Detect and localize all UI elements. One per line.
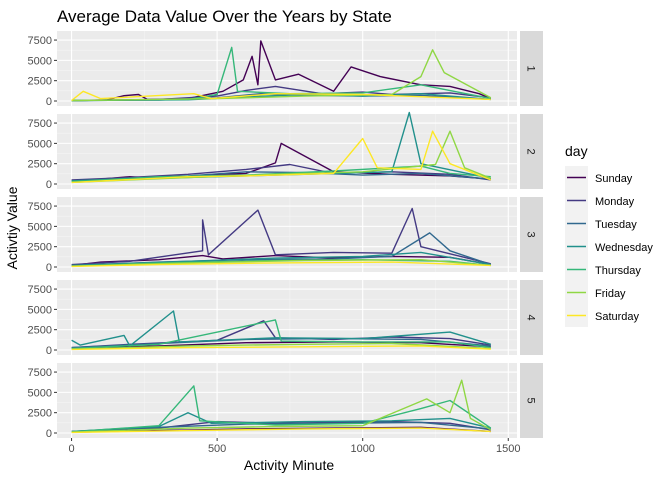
panel-1: 0 2500 5000 7500 1: [28, 31, 543, 108]
legend-item-saturday: Saturday: [565, 304, 640, 327]
y-tick-label: 0: [46, 96, 52, 108]
series-line-friday: [71, 259, 491, 267]
series-line-sunday: [71, 40, 492, 102]
legend-item-tuesday: Tuesday: [565, 212, 637, 235]
panels: 0 2500 5000 7500 1 0 2500 5000 7500 2 0 2500 5000 750…: [28, 31, 543, 440]
x-axis: 0 500 1000 1500: [68, 438, 521, 455]
y-tick-label: 2500: [28, 242, 52, 254]
x-tick-label: 1000: [350, 443, 374, 455]
series-line-wednesday: [71, 251, 491, 267]
series-line-sunday: [71, 341, 491, 350]
series-line-thursday: [71, 46, 491, 102]
y-tick-label: 5000: [28, 55, 52, 67]
facet-strip-label: 2: [525, 148, 537, 154]
legend-label: Tuesday: [595, 219, 637, 231]
series-line-thursday: [71, 385, 492, 433]
facet-strip-label: 3: [525, 231, 537, 237]
legend-label: Monday: [595, 196, 635, 208]
panel-5: 0 2500 5000 7500 5: [28, 363, 543, 440]
y-tick-label: 5000: [28, 387, 52, 399]
series-line-monday: [71, 163, 491, 181]
y-tick-label: 2500: [28, 325, 52, 337]
legend-item-wednesday: Wednesday: [565, 235, 653, 258]
y-tick-label: 5000: [28, 221, 52, 233]
facet-strip: [520, 114, 543, 189]
x-axis-label: Activity Minute: [244, 457, 334, 473]
legend-item-monday: Monday: [565, 189, 635, 212]
y-tick-label: 0: [46, 179, 52, 191]
y-tick-label: 7500: [28, 201, 52, 213]
chart-title: Average Data Value Over the Years by Sta…: [57, 7, 392, 26]
y-tick-label: 2500: [28, 408, 52, 420]
panel-background: [57, 363, 517, 438]
legend: day Sunday Monday Tuesday Wednesday Thursday F…: [565, 143, 653, 327]
panel-3: 0 2500 5000 7500 3: [28, 197, 543, 274]
series-line-monday: [71, 207, 491, 266]
legend-label: Thursday: [595, 265, 641, 277]
y-tick-label: 2500: [28, 76, 52, 88]
y-tick-label: 5000: [28, 138, 52, 150]
series-line-wednesday: [71, 412, 491, 433]
y-tick-label: 7500: [28, 367, 52, 379]
y-tick-label: 7500: [28, 35, 52, 47]
legend-item-sunday: Sunday: [565, 166, 633, 189]
facet-strip-label: 5: [525, 397, 537, 403]
y-tick-label: 7500: [28, 284, 52, 296]
facet-strip: [520, 31, 543, 106]
legend-label: Saturday: [595, 311, 640, 323]
facet-strip: [520, 280, 543, 355]
legend-title: day: [565, 143, 588, 159]
series-line-friday: [71, 379, 492, 433]
series-line-tuesday: [71, 337, 491, 349]
series-line-saturday: [71, 90, 491, 102]
series-line-friday: [71, 49, 492, 102]
series-line-saturday: [71, 130, 492, 184]
legend-item-thursday: Thursday: [565, 258, 641, 281]
facet-strip-label: 4: [525, 314, 537, 320]
series-line-thursday: [71, 165, 491, 183]
series-line-saturday: [71, 427, 491, 434]
x-tick-label: 0: [68, 443, 74, 455]
facet-strip-label: 1: [525, 65, 537, 71]
panel-2: 0 2500 5000 7500 2: [28, 111, 543, 191]
y-tick-label: 5000: [28, 304, 52, 316]
y-tick-label: 0: [46, 262, 52, 274]
x-tick-label: 1500: [496, 443, 520, 455]
legend-label: Wednesday: [595, 242, 653, 254]
legend-label: Sunday: [595, 173, 633, 185]
y-tick-label: 0: [46, 428, 52, 440]
x-tick-label: 500: [208, 443, 226, 455]
legend-item-friday: Friday: [565, 281, 626, 304]
panel-4: 0 2500 5000 7500 4: [28, 280, 543, 357]
series-line-saturday: [71, 345, 491, 351]
facet-strip: [520, 363, 543, 438]
series-line-thursday: [71, 319, 491, 350]
y-tick-label: 0: [46, 345, 52, 357]
series-line-friday: [71, 342, 491, 350]
y-axis-label: Activtiy Value: [4, 186, 20, 269]
legend-label: Friday: [595, 288, 626, 300]
facet-strip: [520, 197, 543, 272]
series-line-saturday: [71, 261, 491, 268]
series-line-wednesday: [71, 310, 492, 347]
y-tick-label: 2500: [28, 159, 52, 171]
y-tick-label: 7500: [28, 118, 52, 130]
